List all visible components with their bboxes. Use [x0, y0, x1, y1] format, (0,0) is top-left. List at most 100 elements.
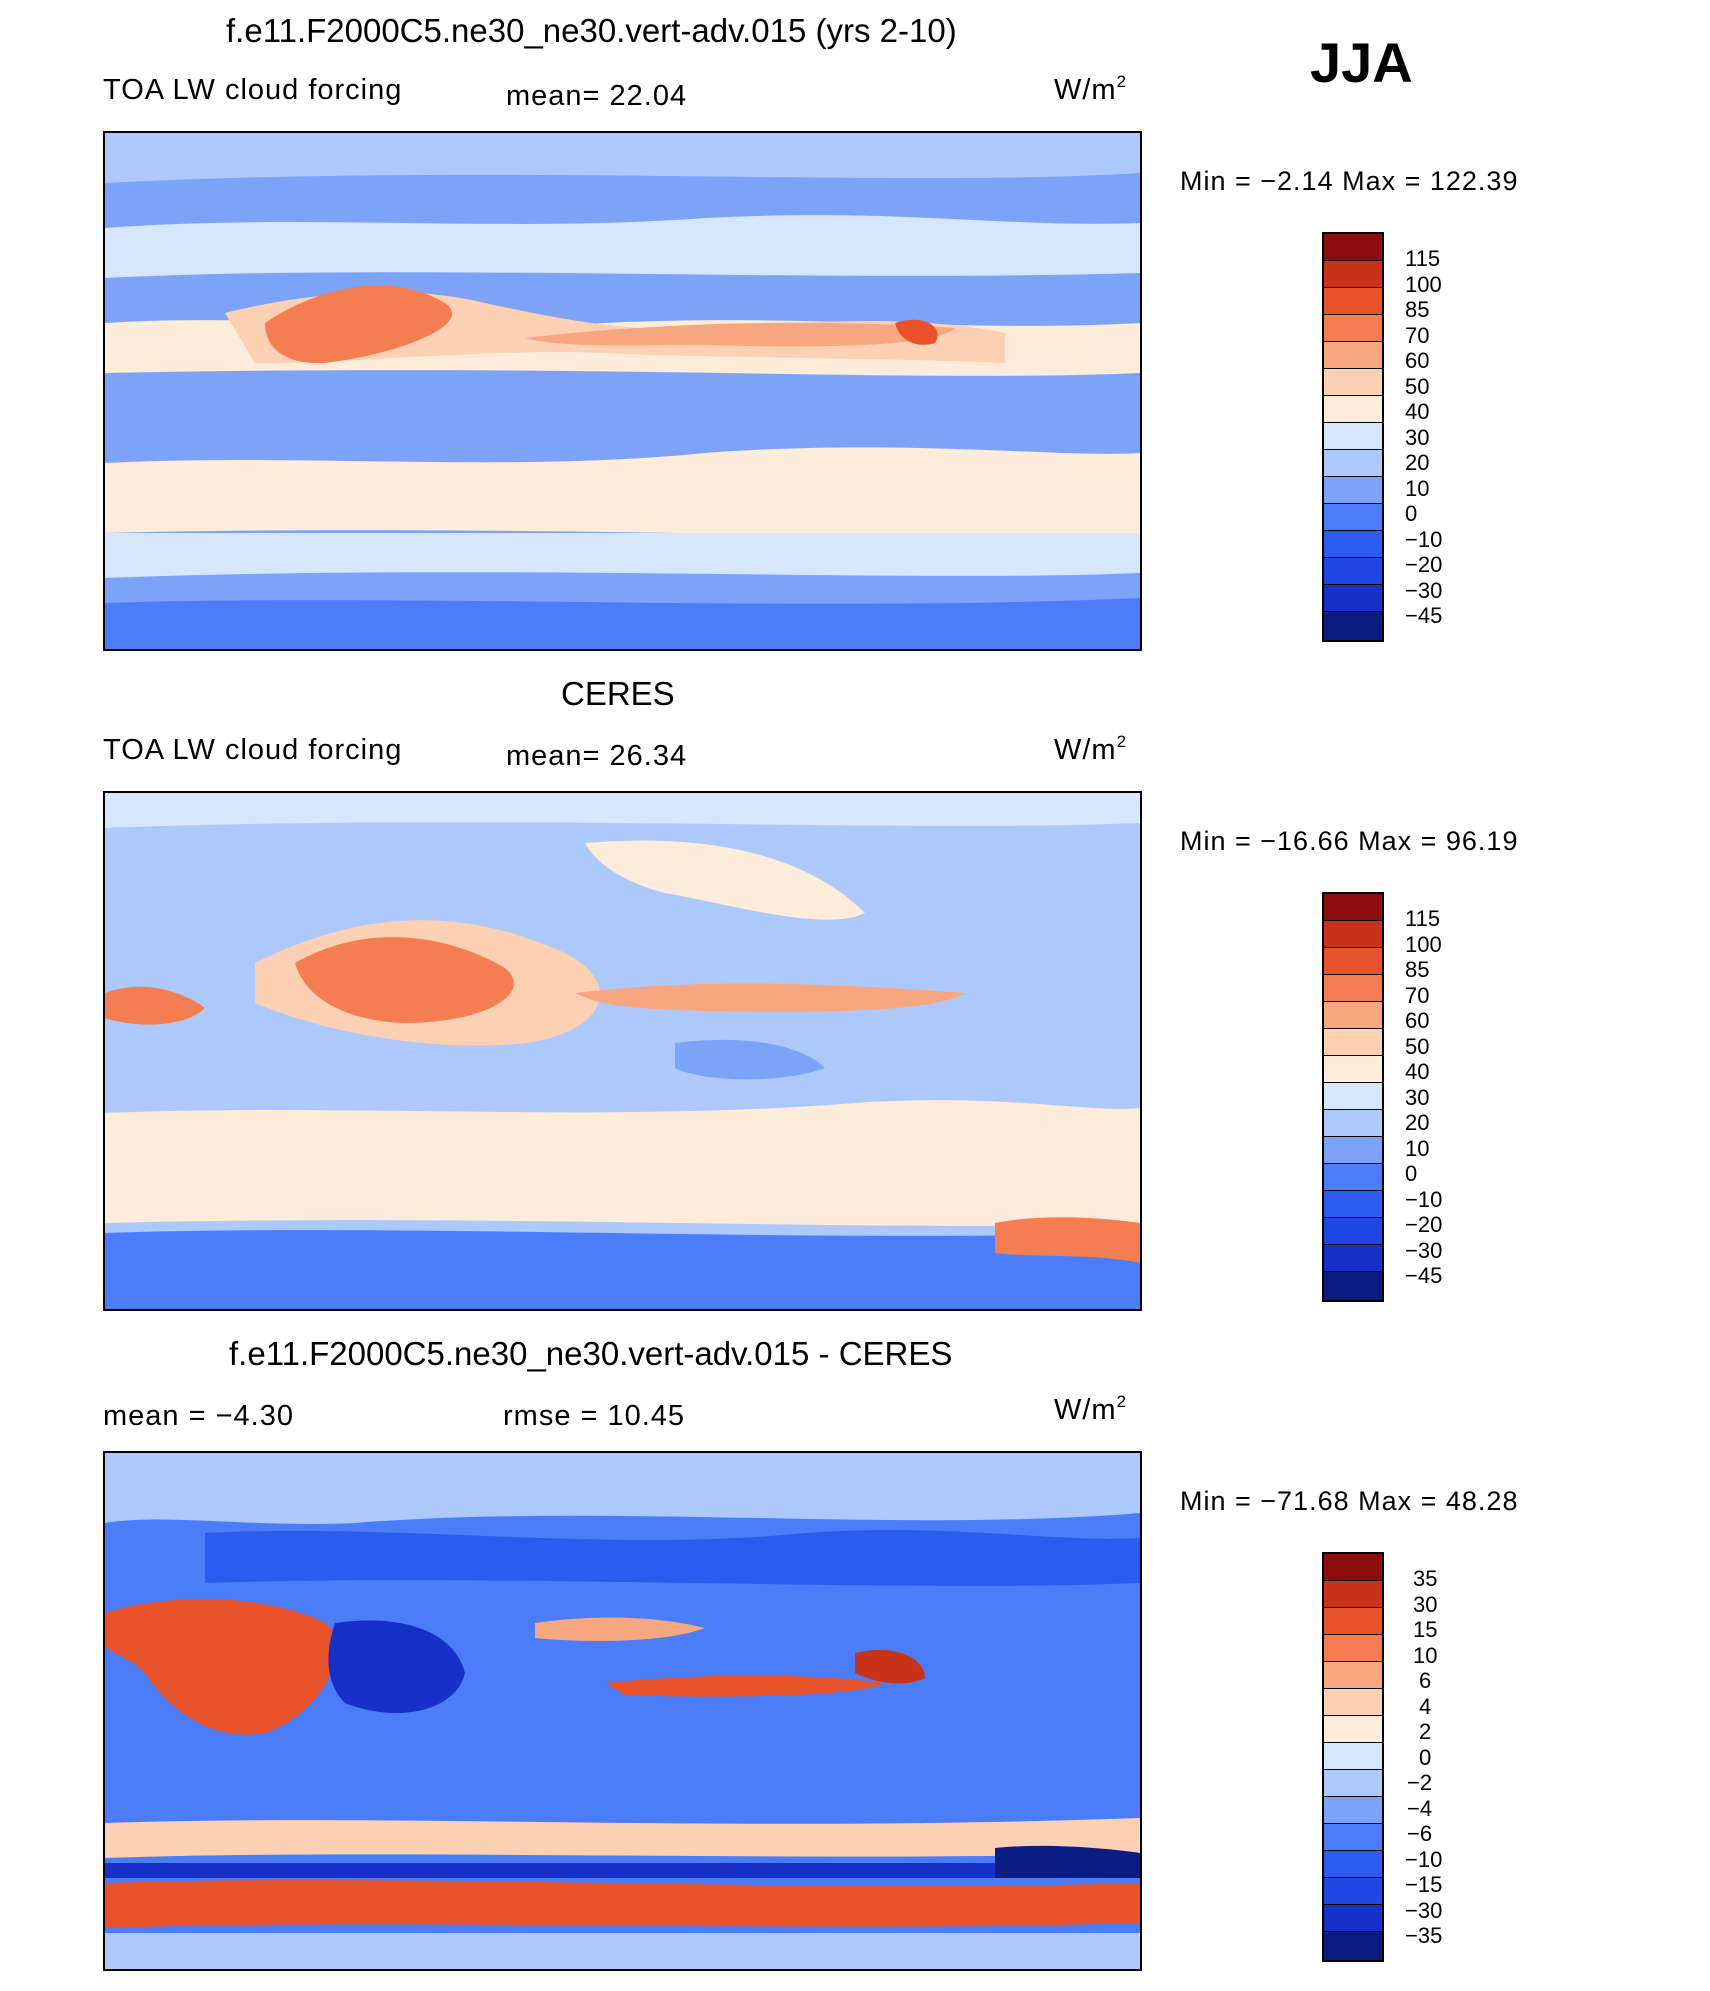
field-central-america	[895, 319, 938, 345]
panel2-units: W/m2	[1054, 732, 1128, 767]
colorbar-level: 0	[1405, 501, 1418, 526]
units-base: W/m	[1054, 734, 1117, 766]
panel2-mean: mean= 26.34	[506, 740, 688, 772]
colorbar-swatch	[1324, 1662, 1382, 1689]
field-antarctic-light	[105, 1933, 1140, 1969]
panel1-mean: mean= 22.04	[506, 80, 688, 112]
colorbar-level: 10	[1405, 476, 1430, 501]
colorbar-swatch	[1324, 921, 1382, 948]
colorbar-swatch	[1324, 948, 1382, 975]
colorbar-level: −15	[1405, 1872, 1443, 1897]
colorbar-swatch	[1324, 1110, 1382, 1137]
colorbar-swatch	[1324, 558, 1382, 585]
panel2-map	[103, 791, 1142, 1311]
colorbar-swatch	[1324, 1716, 1382, 1743]
field-north-light	[105, 1453, 1140, 1525]
colorbar-level: 30	[1405, 425, 1430, 450]
units-exponent: 2	[1116, 72, 1128, 91]
panel1-minmax: Min = −2.14 Max = 122.39	[1180, 166, 1519, 196]
colorbar-level: −4	[1407, 1796, 1433, 1821]
panel3-units: W/m2	[1054, 1392, 1127, 1427]
colorbar-level: 2	[1419, 1719, 1432, 1744]
panel1-title: f.e11.F2000C5.ne30_ne30.vert-adv.015 (yr…	[226, 12, 957, 49]
colorbar-level: 30	[1405, 1085, 1430, 1110]
colorbar-swatch	[1324, 1608, 1382, 1635]
colorbar-swatch	[1324, 504, 1382, 531]
field-midlat-north	[105, 215, 1140, 278]
colorbar-swatch	[1324, 585, 1382, 612]
panel2-map-svg	[105, 793, 1140, 1309]
colorbar-level: 35	[1413, 1566, 1438, 1591]
colorbar-level: 85	[1405, 957, 1430, 982]
colorbar-level: −30	[1405, 1238, 1443, 1263]
colorbar-swatch	[1324, 261, 1382, 288]
colorbar-level: 115	[1405, 906, 1441, 931]
colorbar-swatch	[1324, 342, 1382, 369]
colorbar-level: −30	[1405, 578, 1443, 603]
panel3-rmse: rmse = 10.45	[503, 1400, 686, 1432]
colorbar-level: −10	[1405, 1187, 1443, 1212]
colorbar-swatch	[1324, 1851, 1382, 1878]
panel3-colorbar	[1322, 1552, 1384, 1962]
panel3-map	[103, 1451, 1142, 1971]
field-africa-band	[105, 986, 205, 1025]
field-pacific-itcz	[575, 983, 965, 1012]
colorbar-swatch	[1324, 975, 1382, 1002]
units-base: W/m	[1054, 1394, 1117, 1426]
field-polar-north	[105, 793, 1140, 828]
panel1-map	[103, 131, 1142, 651]
field-antarctic-red	[105, 1880, 1140, 1928]
panel3-title: f.e11.F2000C5.ne30_ne30.vert-adv.015 - C…	[229, 1335, 953, 1372]
colorbar-swatch	[1324, 1554, 1382, 1581]
colorbar-swatch	[1324, 1905, 1382, 1932]
colorbar-swatch	[1324, 531, 1382, 558]
colorbar-level: 115	[1405, 246, 1441, 271]
colorbar-swatch	[1324, 1056, 1382, 1083]
field-north-blue	[205, 1530, 1140, 1586]
colorbar-level: 100	[1405, 272, 1442, 297]
colorbar-swatch	[1324, 1689, 1382, 1716]
panel2-colorbar	[1322, 892, 1384, 1302]
panel2-minmax: Min = −16.66 Max = 96.19	[1180, 826, 1519, 856]
colorbar-level: 20	[1405, 1110, 1430, 1135]
colorbar-swatch	[1324, 1191, 1382, 1218]
colorbar-swatch	[1324, 234, 1382, 261]
panel3-mean: mean = −4.30	[103, 1400, 294, 1432]
field-pacific-itcz	[525, 322, 955, 347]
colorbar-swatch	[1324, 1245, 1382, 1272]
colorbar-level: 20	[1405, 450, 1430, 475]
colorbar-swatch	[1324, 612, 1382, 640]
field-itcz-strong	[265, 285, 453, 364]
colorbar-swatch	[1324, 1002, 1382, 1029]
colorbar-level: 70	[1405, 323, 1430, 348]
colorbar-level: −6	[1407, 1821, 1433, 1846]
colorbar-swatch	[1324, 1932, 1382, 1960]
colorbar-level: −35	[1405, 1923, 1443, 1948]
colorbar-level: 100	[1405, 932, 1442, 957]
colorbar-swatch	[1324, 1635, 1382, 1662]
colorbar-swatch	[1324, 1797, 1382, 1824]
field-south-light	[105, 1818, 1140, 1858]
season-label: JJA	[1310, 31, 1413, 94]
colorbar-level: 85	[1405, 297, 1430, 322]
field-antarctic	[105, 598, 1140, 649]
panel3-minmax: Min = −71.68 Max = 48.28	[1180, 1486, 1519, 1516]
field-antarctic	[105, 1230, 1140, 1309]
field-asia-monsoon-strong	[295, 937, 514, 1023]
colorbar-level: 0	[1419, 1745, 1432, 1770]
colorbar-swatch	[1324, 315, 1382, 342]
field-polar-north	[105, 133, 1140, 183]
colorbar-level: 50	[1405, 1034, 1430, 1059]
colorbar-swatch	[1324, 1164, 1382, 1191]
colorbar-swatch	[1324, 1824, 1382, 1851]
field-africa-red	[105, 1599, 337, 1735]
colorbar-swatch	[1324, 1743, 1382, 1770]
colorbar-level: −10	[1405, 527, 1443, 552]
colorbar-level: 60	[1405, 348, 1430, 373]
units-exponent: 2	[1116, 732, 1128, 751]
field-pacific-light	[535, 1617, 705, 1641]
colorbar-swatch	[1324, 450, 1382, 477]
colorbar-swatch	[1324, 1878, 1382, 1905]
field-southern-band	[105, 1100, 1140, 1226]
colorbar-swatch	[1324, 1770, 1382, 1797]
